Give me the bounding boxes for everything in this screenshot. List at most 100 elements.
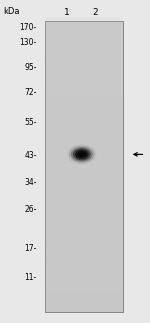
Text: 2: 2 [92,8,98,17]
Bar [45,139,123,142]
Text: 11-: 11- [24,273,37,282]
Bar [45,234,123,238]
Bar [45,73,123,76]
Bar [45,153,123,157]
Bar [45,216,123,220]
Bar [45,135,123,139]
Bar [45,109,123,113]
Bar [45,106,123,109]
Bar [45,194,123,198]
Bar [45,80,123,84]
Bar [45,282,123,286]
Bar [45,267,123,271]
Bar [45,290,123,293]
Bar [45,253,123,256]
Bar [45,25,123,28]
Bar [45,279,123,282]
Text: 26-: 26- [24,205,37,214]
Bar [45,28,123,32]
Bar [45,146,123,150]
Bar [45,124,123,128]
Text: 130-: 130- [20,38,37,47]
Bar [45,21,123,312]
Bar [45,168,123,172]
Text: kDa: kDa [4,7,20,16]
Bar [45,102,123,106]
Bar [45,69,123,72]
Bar [45,190,123,194]
Bar [45,47,123,50]
Bar [45,150,123,153]
Text: 72-: 72- [24,88,37,97]
Bar [45,308,123,312]
Bar [45,301,123,304]
Bar [45,142,123,146]
Bar [45,54,123,58]
Text: 17-: 17- [24,244,37,253]
Bar [45,249,123,253]
Ellipse shape [79,152,84,156]
Bar [45,128,123,131]
Bar [45,286,123,290]
Bar [45,32,123,36]
Bar [45,264,123,267]
Bar [45,120,123,124]
Text: 34-: 34- [24,178,37,187]
Text: 170-: 170- [20,23,37,32]
Bar [45,164,123,168]
Bar [45,176,123,179]
Bar [45,161,123,164]
Bar [45,58,123,61]
Bar [45,304,123,308]
Bar [45,65,123,69]
Ellipse shape [67,144,96,164]
Bar [45,275,123,278]
Bar [45,205,123,209]
Bar [45,183,123,187]
Bar [45,76,123,80]
Bar [45,260,123,264]
Bar [45,271,123,275]
Bar [45,61,123,65]
Bar [45,157,123,161]
Bar [45,95,123,98]
Bar [45,297,123,301]
Bar [45,256,123,260]
Bar [45,293,123,297]
Bar [45,213,123,216]
Ellipse shape [77,151,86,158]
Bar [45,227,123,231]
Text: 1: 1 [64,8,70,17]
Ellipse shape [69,146,95,163]
Bar [45,43,123,47]
Bar [45,231,123,234]
Text: 95-: 95- [24,63,37,72]
Bar [45,17,123,21]
Bar [45,84,123,87]
Bar [45,198,123,201]
Bar [45,39,123,43]
Bar [45,172,123,175]
Text: 43-: 43- [24,151,37,160]
Bar [45,238,123,242]
Bar [45,201,123,205]
Bar [45,209,123,212]
Bar [45,113,123,117]
Bar [45,98,123,102]
Bar [45,36,123,39]
Bar [45,242,123,245]
Bar [45,117,123,120]
Bar [45,179,123,183]
Ellipse shape [75,150,88,159]
Bar [45,21,123,25]
Bar [45,131,123,135]
Bar [45,187,123,190]
Bar [45,224,123,227]
Bar [45,87,123,91]
Bar [45,220,123,224]
Ellipse shape [71,147,93,162]
Bar [45,91,123,95]
Bar [45,50,123,54]
Ellipse shape [73,148,91,161]
Text: 55-: 55- [24,118,37,127]
